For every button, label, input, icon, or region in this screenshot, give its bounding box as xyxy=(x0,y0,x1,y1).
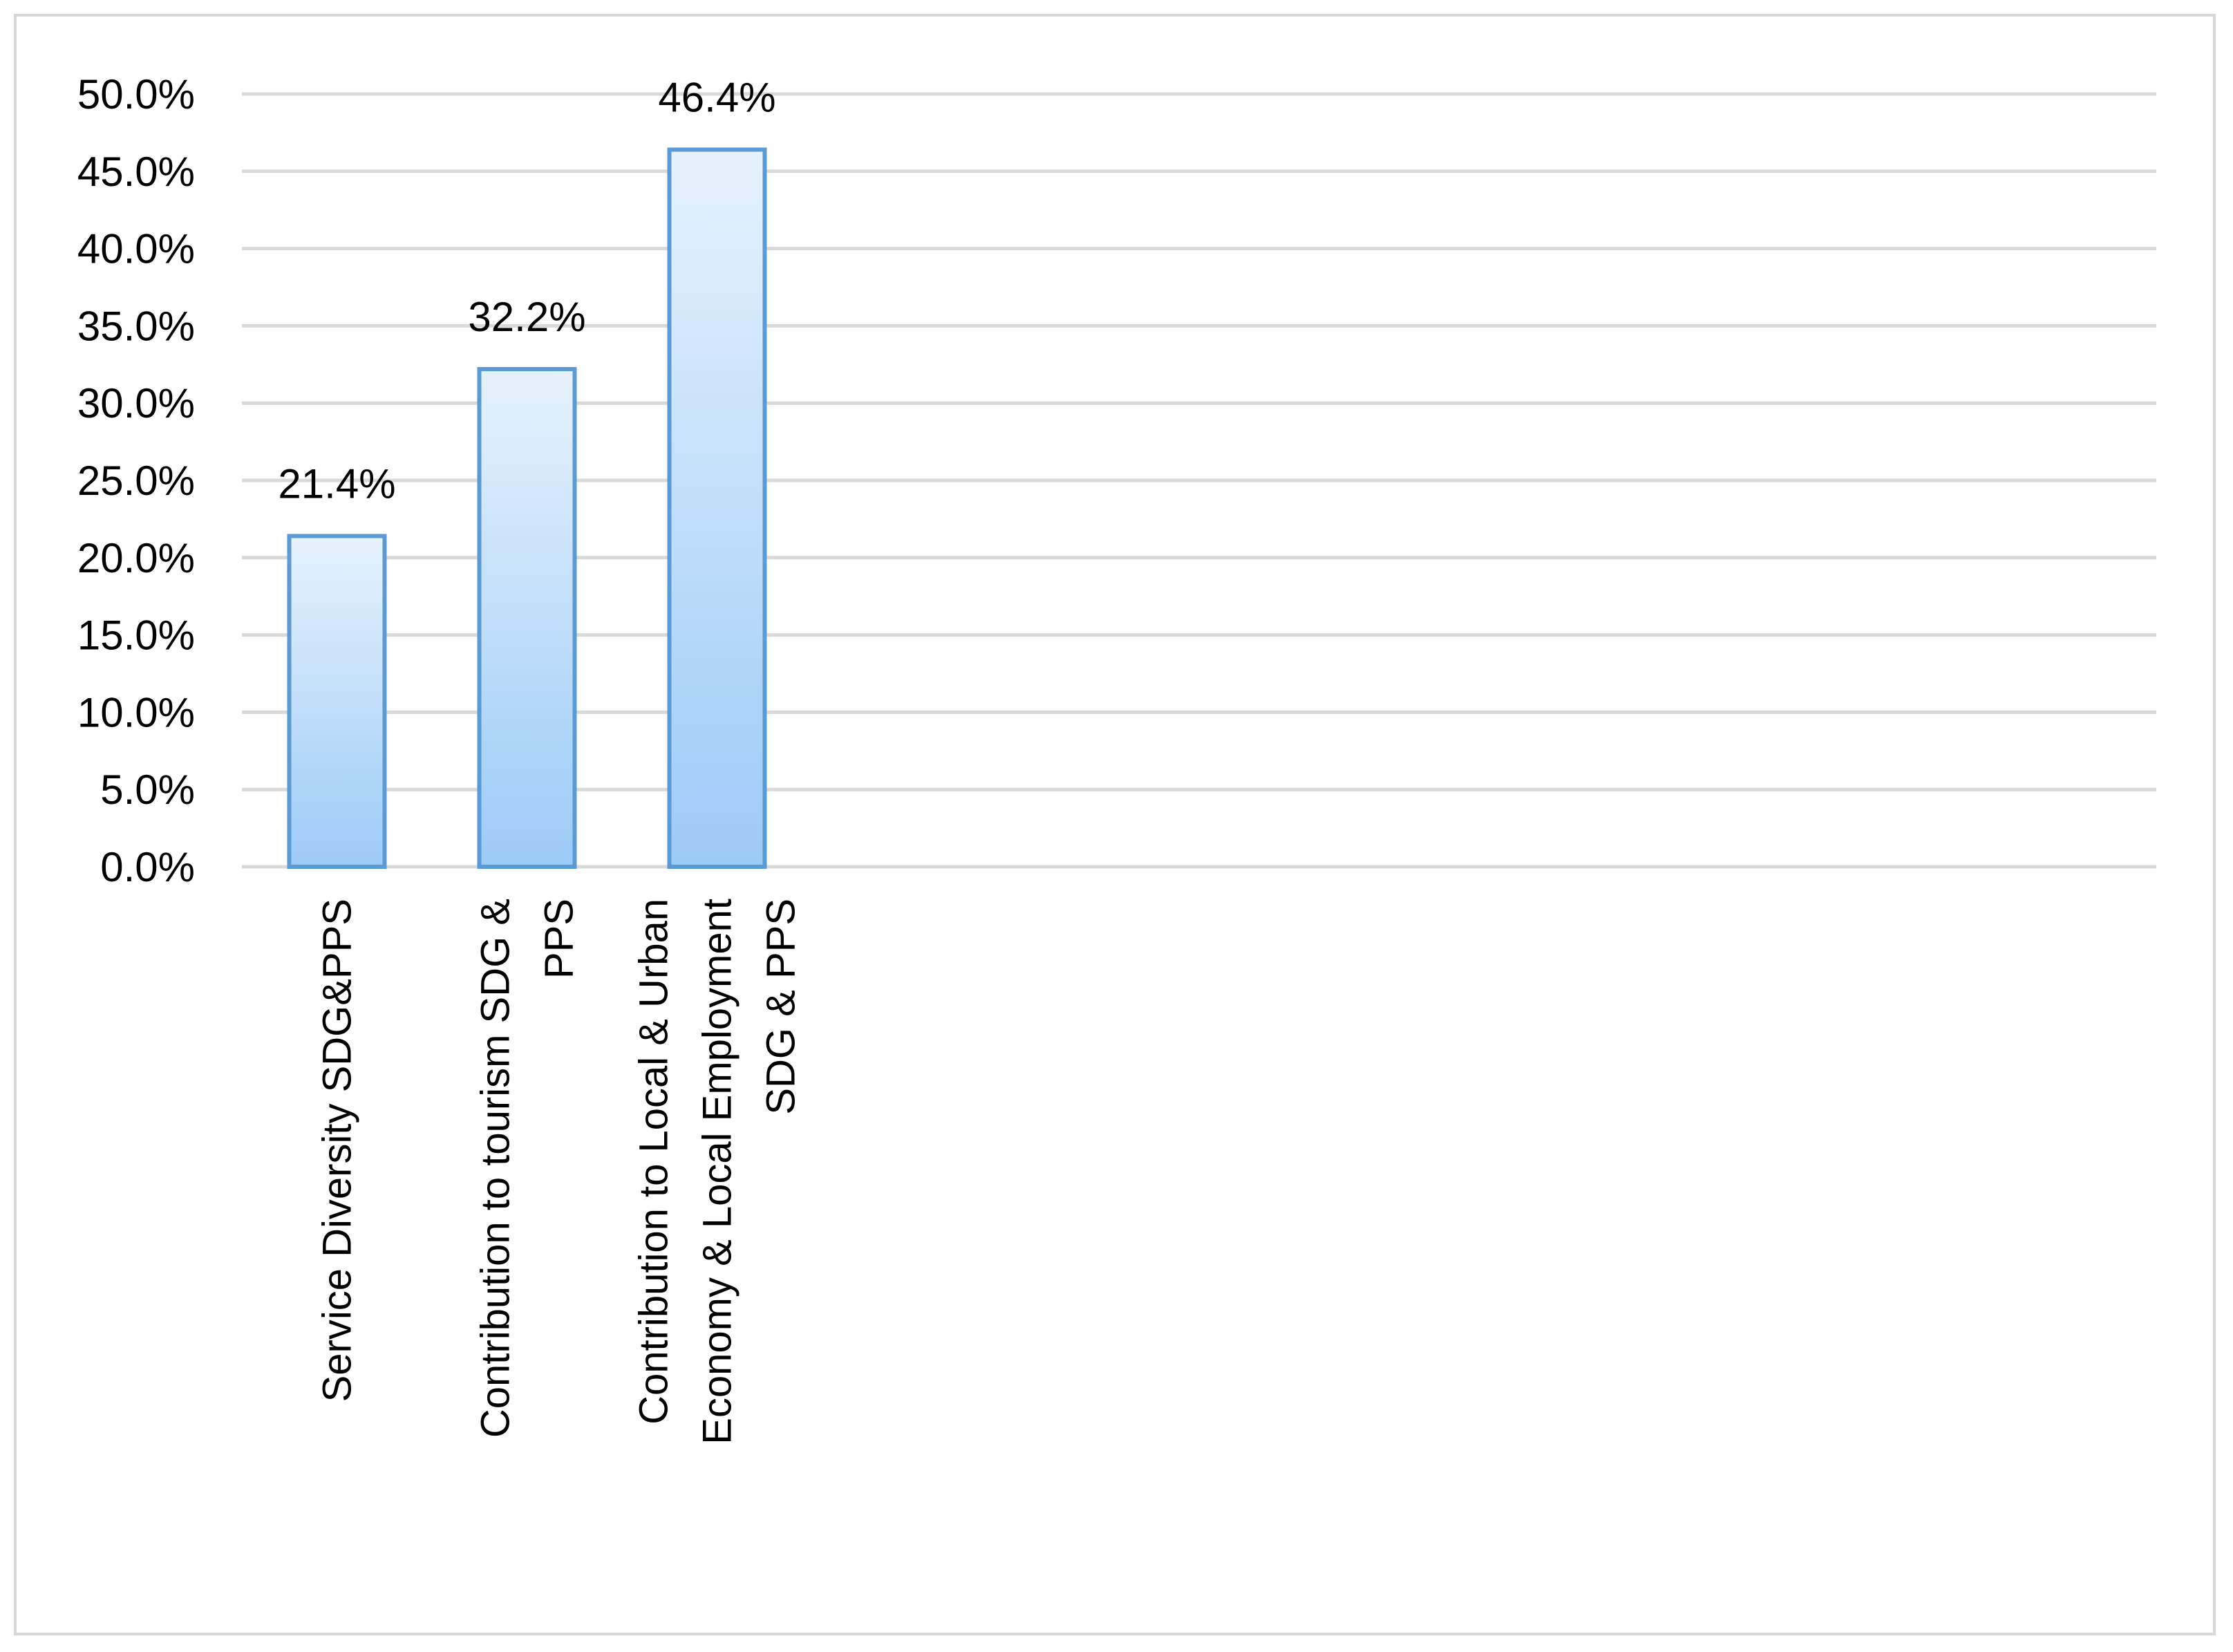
y-tick-label: 5.0% xyxy=(100,767,195,813)
category-label-line: PPS xyxy=(537,899,582,979)
bars xyxy=(287,147,767,870)
category-label-line: Contribution to Local & Urban xyxy=(632,899,677,1425)
category-label-line: Service Diversity SDG&PPS xyxy=(315,899,360,1402)
y-tick-label: 45.0% xyxy=(77,149,195,195)
category-label: Contribution to Local & Urban Economy & L… xyxy=(632,899,804,1445)
y-tick-label: 40.0% xyxy=(77,226,195,272)
data-label: 32.2% xyxy=(468,294,585,340)
bar xyxy=(287,534,387,869)
y-axis-tick-labels: 0.0% 5.0% 10.0% 15.0% 20.0% 25.0% 30.0% 35.0% 40… xyxy=(77,71,195,890)
category-label: Contribution to tourism SDG & PPS xyxy=(473,899,582,1438)
data-label: 46.4% xyxy=(658,74,775,120)
y-tick-label: 30.0% xyxy=(77,380,195,426)
y-tick-label: 50.0% xyxy=(77,71,195,118)
category-label-line: SDG & PPS xyxy=(759,899,804,1115)
y-tick-label: 10.0% xyxy=(77,689,195,735)
y-tick-label: 0.0% xyxy=(100,844,195,890)
y-tick-label: 35.0% xyxy=(77,303,195,349)
y-tick-label: 15.0% xyxy=(77,612,195,659)
category-label-line: Economy & Local Employment xyxy=(695,899,740,1445)
category-label-line: Contribution to tourism SDG & xyxy=(473,899,518,1438)
y-tick-label: 20.0% xyxy=(77,535,195,581)
category-labels: Service Diversity SDG&PPS Contribution to… xyxy=(315,899,804,1445)
data-labels: 21.4% 32.2% 46.4% xyxy=(278,74,775,507)
category-label: Service Diversity SDG&PPS xyxy=(315,899,360,1402)
bar xyxy=(477,367,577,869)
y-tick-label: 25.0% xyxy=(77,458,195,504)
data-label: 21.4% xyxy=(278,460,395,507)
bar xyxy=(667,147,767,870)
